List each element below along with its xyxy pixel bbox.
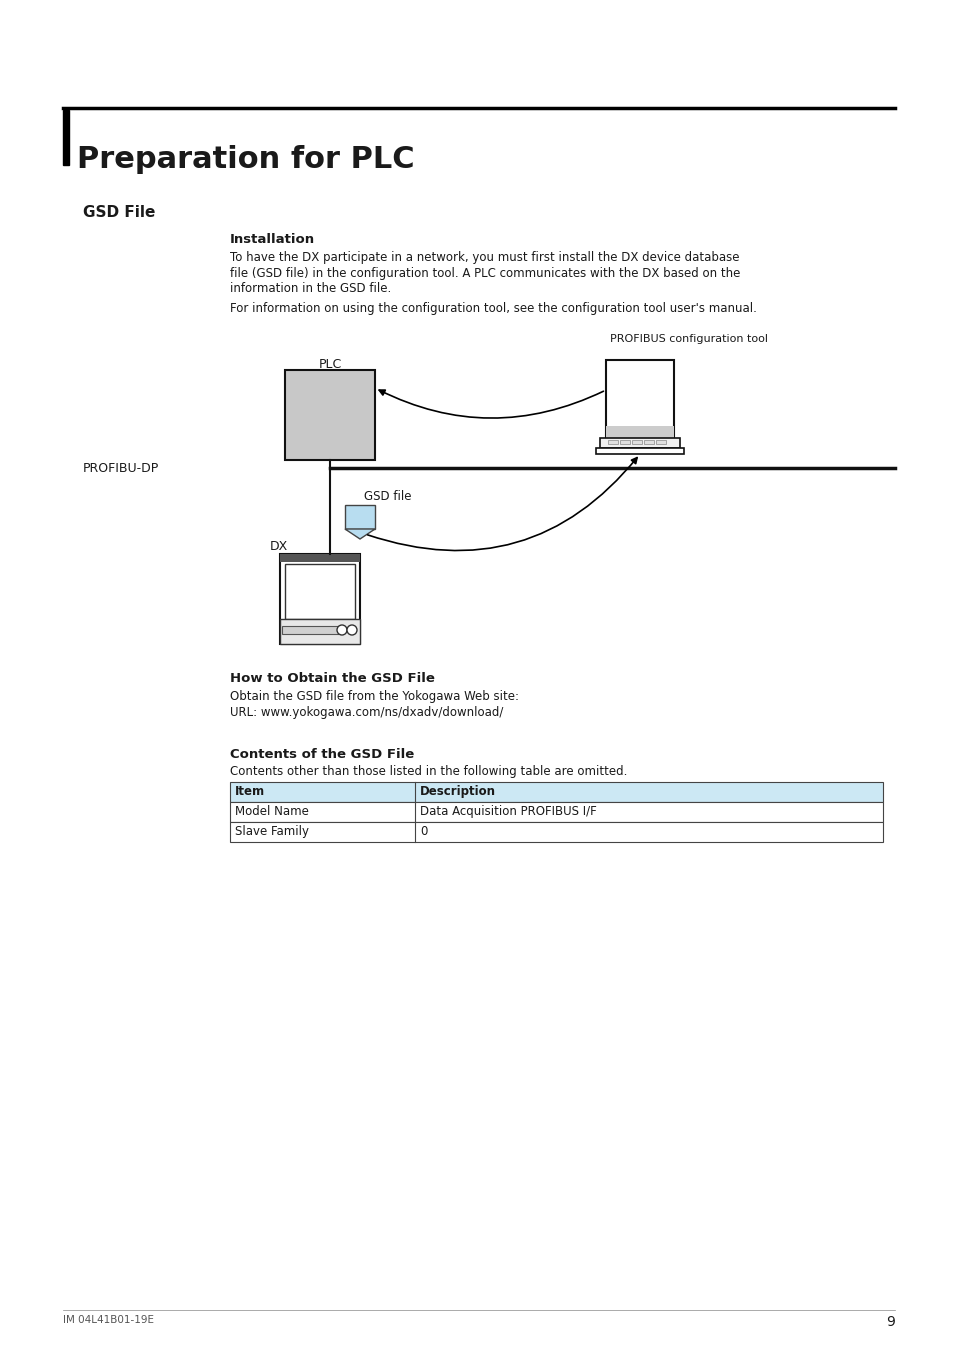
Text: file (GSD file) in the configuration tool. A PLC communicates with the DX based : file (GSD file) in the configuration too… (230, 266, 740, 279)
Bar (605, 427, 673, 437)
Text: Installation: Installation (230, 234, 314, 246)
Text: PLC: PLC (318, 358, 341, 371)
Text: GSD file: GSD file (364, 490, 411, 504)
Text: Contents of the GSD File: Contents of the GSD File (230, 748, 414, 761)
Bar (230, 822, 882, 842)
Text: Model Name: Model Name (234, 805, 309, 818)
Text: DX: DX (270, 540, 288, 553)
Text: For information on using the configuration tool, see the configuration tool user: For information on using the configurati… (230, 302, 756, 315)
Bar (230, 802, 882, 822)
Text: Slave Family: Slave Family (234, 825, 309, 838)
Text: PROFIBU-DP: PROFIBU-DP (83, 462, 159, 475)
Text: information in the GSD file.: information in the GSD file. (230, 282, 391, 296)
Text: IM 04L41B01-19E: IM 04L41B01-19E (63, 1315, 153, 1324)
Bar (230, 782, 882, 802)
Text: Item: Item (234, 784, 265, 798)
Bar (643, 440, 654, 444)
Text: URL: www.yokogawa.com/ns/dxadv/download/: URL: www.yokogawa.com/ns/dxadv/download/ (230, 706, 503, 720)
Bar (282, 626, 339, 634)
Polygon shape (345, 529, 375, 539)
Bar (285, 564, 355, 620)
Bar (230, 782, 882, 802)
Bar (280, 554, 359, 644)
Bar (280, 554, 359, 562)
Bar (345, 505, 375, 529)
Circle shape (347, 625, 356, 634)
Bar (605, 360, 673, 437)
Bar (656, 440, 665, 444)
Text: PROFIBUS configuration tool: PROFIBUS configuration tool (609, 333, 767, 344)
Circle shape (336, 625, 347, 634)
Text: Description: Description (419, 784, 496, 798)
Text: How to Obtain the GSD File: How to Obtain the GSD File (230, 672, 435, 684)
Text: Data Acquisition PROFIBUS I/F: Data Acquisition PROFIBUS I/F (419, 805, 597, 818)
Text: To have the DX participate in a network, you must first install the DX device da: To have the DX participate in a network,… (230, 251, 739, 265)
Bar (280, 620, 359, 644)
Bar (63, 109, 69, 165)
Text: 0: 0 (419, 825, 427, 838)
Bar (607, 440, 618, 444)
Text: Contents other than those listed in the following table are omitted.: Contents other than those listed in the … (230, 765, 627, 778)
Bar (596, 448, 683, 454)
Bar (609, 364, 669, 427)
Text: Preparation for PLC: Preparation for PLC (77, 144, 415, 174)
Text: Obtain the GSD file from the Yokogawa Web site:: Obtain the GSD file from the Yokogawa We… (230, 690, 518, 703)
Bar (619, 440, 629, 444)
Text: 9: 9 (885, 1315, 894, 1328)
Bar (599, 437, 679, 448)
Bar (285, 370, 375, 460)
Bar (631, 440, 641, 444)
Text: GSD File: GSD File (83, 205, 155, 220)
